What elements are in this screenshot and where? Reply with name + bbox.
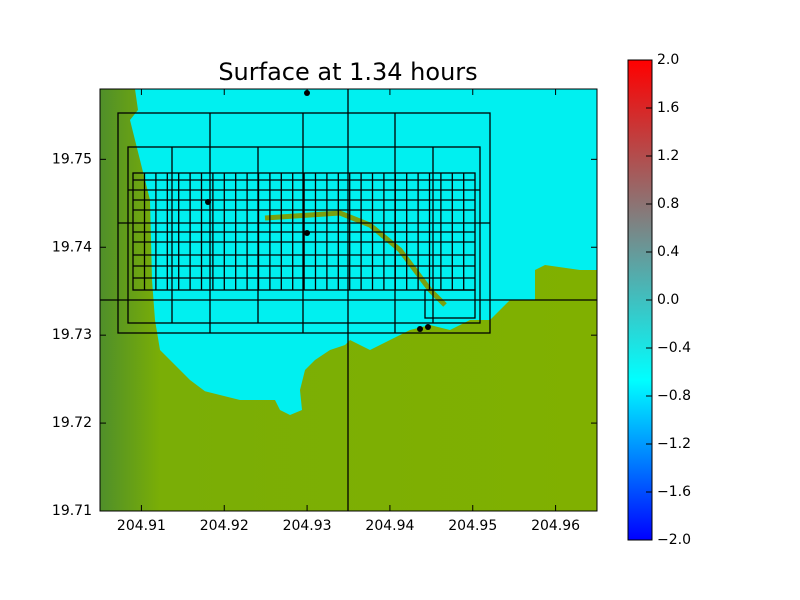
land: [100, 89, 597, 511]
x-tick-label: 204.94: [365, 518, 414, 534]
colorbar-tick-label: 1.6: [657, 100, 679, 116]
colorbar-tick-label: 1.2: [657, 148, 679, 164]
colorbar-tick-label: −0.8: [657, 388, 691, 404]
colorbar-tick-label: 2.0: [657, 52, 679, 68]
y-tick-label: 19.75: [52, 151, 92, 167]
x-tick-label: 204.95: [448, 518, 497, 534]
y-tick-label: 19.71: [52, 503, 92, 519]
y-tick-label: 19.72: [52, 415, 92, 431]
x-tick-label: 204.92: [200, 518, 249, 534]
amr-patches: [100, 89, 597, 511]
map-image: [100, 89, 597, 511]
x-tick-label: 204.93: [283, 518, 332, 534]
colorbar-tick-label: 0.4: [657, 244, 679, 260]
x-tick-label: 204.96: [531, 518, 580, 534]
x-tick-label: 204.91: [117, 518, 166, 534]
y-tick-label: 19.73: [52, 327, 92, 343]
chart-title: Surface at 1.34 hours: [218, 58, 477, 86]
colorbar-tick-label: −0.4: [657, 340, 691, 356]
y-tick-label: 19.74: [52, 239, 92, 255]
colorbar-tick-label: −2.0: [657, 532, 691, 548]
colorbar-tick-label: −1.2: [657, 436, 691, 452]
colorbar-tick-label: 0.0: [657, 292, 679, 308]
axes-frame: [99, 88, 598, 512]
gauges: [205, 90, 431, 332]
colorbar-tick-label: 0.8: [657, 196, 679, 212]
colorbar-tick-label: −1.6: [657, 484, 691, 500]
